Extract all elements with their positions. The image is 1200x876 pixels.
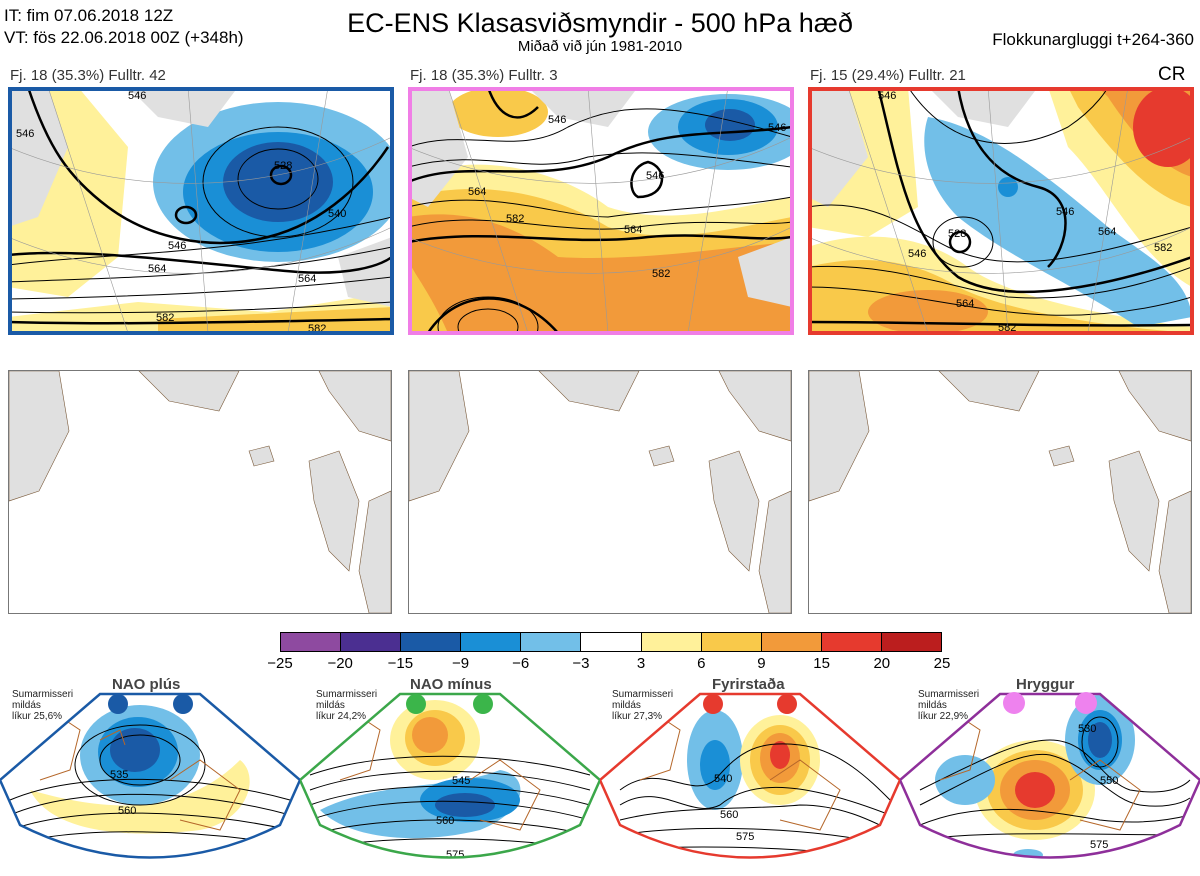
contour-label: 546 [128, 90, 146, 102]
empty-map-2 [408, 370, 792, 614]
colorbar-swatch [701, 633, 762, 651]
contour-label: 546 [16, 128, 34, 140]
cluster-1-border [8, 87, 394, 335]
cluster-2-label: Fj. 18 (35.3%) Fulltr. 3 [410, 67, 558, 84]
contour-label: 582 [998, 322, 1016, 333]
contour-label: 546 [1056, 206, 1074, 218]
contour-label: 582 [1154, 242, 1172, 254]
contour-label: 564 [956, 298, 974, 310]
cluster-1-label: Fj. 18 (35.3%) Fulltr. 42 [10, 67, 166, 84]
contour-label: 546 [878, 90, 896, 102]
page-subtitle: Miðað við jún 1981-2010 [517, 38, 683, 55]
colorbar-tick-label: −15 [387, 655, 414, 672]
colorbar-tick-label: −9 [451, 655, 470, 672]
regime-2-title: NAO mínus [410, 676, 492, 693]
colorbar-tick-label: 20 [873, 655, 891, 672]
contour-label: 564 [148, 263, 166, 275]
colorbar-swatch [761, 633, 822, 651]
contour-label: 575 [1090, 839, 1108, 851]
regime-nao-minus: 545 560 575 [298, 680, 602, 871]
colorbar-swatch [281, 633, 342, 651]
classification-window: Flokkunargluggi t+264-360 [992, 30, 1194, 49]
contour-label: 560 [118, 805, 136, 817]
regime-3-dot [703, 694, 723, 714]
contour-label: 546 [168, 240, 186, 252]
initial-time: IT: fim 07.06.2018 12Z [4, 6, 174, 25]
contour-label: 550 [1100, 775, 1118, 787]
contour-label: 528 [948, 228, 966, 240]
contour-label: 564 [298, 273, 316, 285]
contour-label: 535 [110, 769, 128, 781]
regime-4-dot [1075, 692, 1097, 714]
colorbar-swatch [641, 633, 702, 651]
cluster-2-map: 546 546 564 582 564 582 546 [408, 87, 792, 333]
regime-2-info: Sumarmisseri mildás líkur 24,2% [316, 689, 378, 722]
contour-label: 540 [714, 773, 732, 785]
colorbar-swatch [461, 633, 522, 651]
cluster-3-border [808, 87, 1194, 335]
regime-nao-plus: 535 560 [0, 680, 302, 871]
contour-label: 575 [446, 849, 464, 861]
colorbar-tick-label: −3 [572, 655, 590, 672]
regime-3-title: Fyrirstaða [712, 676, 785, 693]
regime-2-dot [473, 694, 493, 714]
cluster-1-map: 546 528 546 564 540 564 582 582 546 [8, 87, 392, 333]
contour-label: 528 [274, 160, 292, 172]
colorbar-tick-label: −25 [267, 655, 293, 672]
page-title: EC-ENS Klasasviðsmyndir - 500 hPa hæð [347, 8, 853, 38]
contour-label: 546 [646, 170, 664, 182]
contour-label: 540 [328, 208, 346, 220]
regime-3-info: Sumarmisseri mildás líkur 27,3% [612, 689, 674, 722]
colorbar-tick-label: 3 [636, 655, 646, 672]
contour-label: 546 [548, 114, 566, 126]
regime-3-dot [777, 694, 797, 714]
colorbar-tick-label: −20 [327, 655, 353, 672]
contour-label: 560 [436, 815, 454, 827]
empty-map-3 [808, 370, 1192, 614]
cluster-3-map: 546 546 528 546 564 564 582 582 [808, 87, 1192, 333]
contour-label: 582 [156, 312, 174, 324]
colorbar-tick-label: −6 [512, 655, 530, 672]
regime-ridge: 530 550 575 [898, 680, 1200, 871]
cr-label: CR [1158, 64, 1186, 85]
regime-1-dot [173, 694, 193, 714]
contour-label: 564 [468, 186, 486, 198]
colorbar-swatch [581, 633, 642, 651]
valid-time: VT: fös 22.06.2018 00Z (+348h) [4, 28, 244, 47]
contour-label: 564 [1098, 226, 1116, 238]
contour-label: 582 [308, 323, 326, 333]
cluster-2-border [408, 87, 794, 335]
colorbar-tick-label: 6 [697, 655, 706, 672]
regime-4-title: Hryggur [1016, 676, 1075, 693]
colorbar-tick-label: 15 [813, 655, 830, 672]
regime-4-info: Sumarmisseri mildás líkur 22,9% [918, 689, 980, 722]
regime-4-dot [1003, 692, 1025, 714]
cluster-3-label: Fj. 15 (29.4%) Fulltr. 21 [810, 67, 966, 84]
contour-label: 545 [452, 775, 470, 787]
colorbar-tick-label: 25 [933, 655, 951, 672]
colorbar-swatch [881, 633, 942, 651]
contour-label: 546 [768, 122, 786, 134]
regime-2-dot [406, 694, 426, 714]
contour-label: 546 [908, 248, 926, 260]
contour-label: 564 [624, 224, 642, 236]
colorbar-swatch [521, 633, 582, 651]
colorbar [280, 632, 942, 652]
contour-label: 582 [506, 213, 524, 225]
colorbar-tick-label: 9 [757, 655, 766, 672]
contour-label: 530 [1078, 723, 1096, 735]
empty-map-1 [8, 370, 392, 614]
contour-label: 582 [652, 268, 670, 280]
contour-label: 560 [720, 809, 738, 821]
colorbar-swatch [341, 633, 402, 651]
regime-1-dot [108, 694, 128, 714]
contour-label: 575 [736, 831, 754, 843]
colorbar-swatch [401, 633, 462, 651]
regime-1-title: NAO plús [112, 676, 181, 693]
regime-1-info: Sumarmisseri mildás líkur 25,6% [12, 689, 74, 722]
regime-blocking: 540 560 575 [598, 680, 902, 871]
colorbar-swatch [821, 633, 882, 651]
